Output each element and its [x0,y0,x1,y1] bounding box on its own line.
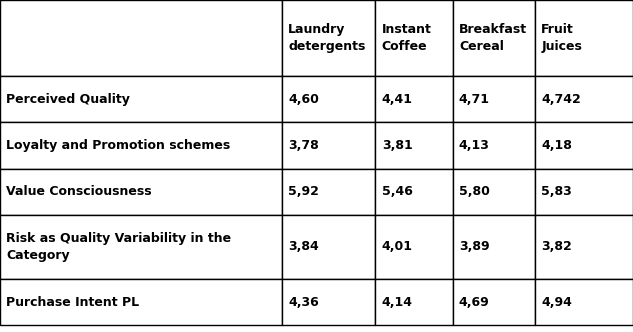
Bar [0,0,282,76]
Bar [453,0,535,76]
Text: 4,18: 4,18 [541,139,572,152]
Bar [453,215,535,279]
Text: Purchase Intent PL: Purchase Intent PL [6,296,139,309]
Text: 4,742: 4,742 [541,93,581,106]
Text: Value Consciousness: Value Consciousness [6,185,152,198]
Bar [535,279,633,325]
Bar [375,0,453,76]
Text: Laundry
detergents: Laundry detergents [288,23,365,53]
Bar [535,215,633,279]
Text: Perceived Quality: Perceived Quality [6,93,130,106]
Text: 5,92: 5,92 [288,185,319,198]
Bar [0,76,282,123]
Bar [282,169,375,215]
Text: Breakfast
Cereal: Breakfast Cereal [459,23,527,53]
Bar [282,0,375,76]
Bar [375,76,453,123]
Bar [0,279,282,325]
Text: 3,89: 3,89 [459,240,489,253]
Bar [535,0,633,76]
Text: Risk as Quality Variability in the
Category: Risk as Quality Variability in the Categ… [6,232,232,262]
Bar [535,123,633,169]
Text: 5,80: 5,80 [459,185,490,198]
Text: 4,01: 4,01 [382,240,413,253]
Bar [282,215,375,279]
Text: 4,94: 4,94 [541,296,572,309]
Text: Fruit
Juices: Fruit Juices [541,23,582,53]
Bar [375,279,453,325]
Bar [375,169,453,215]
Text: 4,71: 4,71 [459,93,490,106]
Text: 3,84: 3,84 [288,240,319,253]
Bar [0,123,282,169]
Bar [535,169,633,215]
Text: 4,60: 4,60 [288,93,319,106]
Text: 4,69: 4,69 [459,296,490,309]
Bar [282,76,375,123]
Text: 3,81: 3,81 [382,139,413,152]
Bar [453,123,535,169]
Text: 4,14: 4,14 [382,296,413,309]
Bar [535,76,633,123]
Text: 4,36: 4,36 [288,296,319,309]
Text: Loyalty and Promotion schemes: Loyalty and Promotion schemes [6,139,230,152]
Bar [375,123,453,169]
Bar [282,279,375,325]
Bar [0,169,282,215]
Bar [375,215,453,279]
Text: 3,78: 3,78 [288,139,319,152]
Bar [453,169,535,215]
Bar [453,76,535,123]
Text: 4,13: 4,13 [459,139,490,152]
Text: 5,46: 5,46 [382,185,413,198]
Text: 3,82: 3,82 [541,240,572,253]
Bar [453,279,535,325]
Text: Instant
Coffee: Instant Coffee [382,23,432,53]
Bar [282,123,375,169]
Text: 4,41: 4,41 [382,93,413,106]
Bar [0,215,282,279]
Text: 5,83: 5,83 [541,185,572,198]
